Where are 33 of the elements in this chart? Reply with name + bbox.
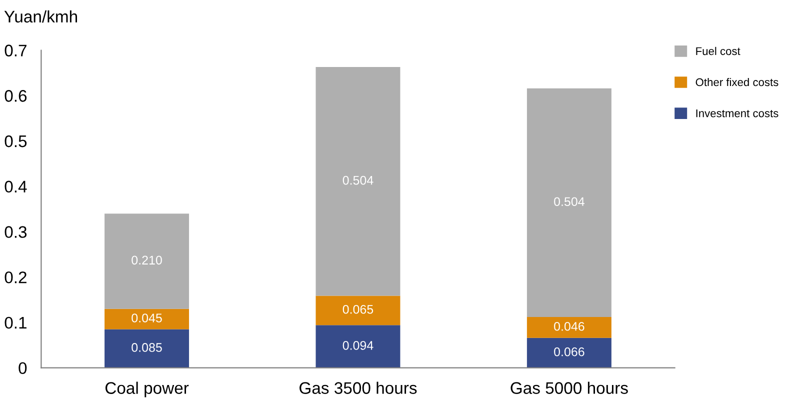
data-label: 0.210 bbox=[132, 256, 162, 265]
legend-label: Fuel cost bbox=[696, 46, 740, 56]
x-tick-label: Gas 5000 hours bbox=[510, 382, 628, 394]
bar bbox=[104, 214, 190, 309]
bar bbox=[104, 308, 190, 330]
bar bbox=[316, 296, 400, 326]
data-label: 0.085 bbox=[132, 343, 162, 352]
bar bbox=[104, 329, 190, 368]
bar bbox=[526, 88, 612, 318]
bar bbox=[316, 325, 400, 368]
y-axis-title: Yuan/kmh bbox=[4, 10, 77, 23]
data-label: 0.066 bbox=[554, 347, 584, 356]
bar bbox=[526, 317, 612, 338]
x-tick-label: Coal power bbox=[105, 382, 189, 398]
y-tick-label: 0.3 bbox=[4, 226, 27, 238]
data-label: 0.065 bbox=[342, 304, 374, 314]
y-tick-label: 0.7 bbox=[4, 44, 26, 56]
y-tick-label: 0.2 bbox=[4, 271, 26, 284]
y-tick-label: 0.4 bbox=[4, 180, 27, 193]
y-tick-label: 0.5 bbox=[4, 135, 27, 148]
data-label: 0.045 bbox=[132, 314, 162, 322]
x-tick-label: Gas 3500 hours bbox=[300, 382, 417, 394]
legend-label: Other fixed costs bbox=[696, 78, 778, 86]
data-label: 0.504 bbox=[342, 176, 374, 185]
y-tick-label: 0.1 bbox=[4, 316, 26, 329]
data-label: 0.046 bbox=[554, 322, 584, 331]
bar bbox=[316, 67, 400, 296]
legend-label: Investment costs bbox=[696, 109, 778, 118]
data-label: 0.504 bbox=[554, 197, 584, 206]
y-tick-label: 0 bbox=[18, 362, 27, 374]
data-label: 0.094 bbox=[342, 341, 374, 350]
bar bbox=[526, 338, 612, 368]
y-tick-label: 0.6 bbox=[4, 90, 27, 102]
